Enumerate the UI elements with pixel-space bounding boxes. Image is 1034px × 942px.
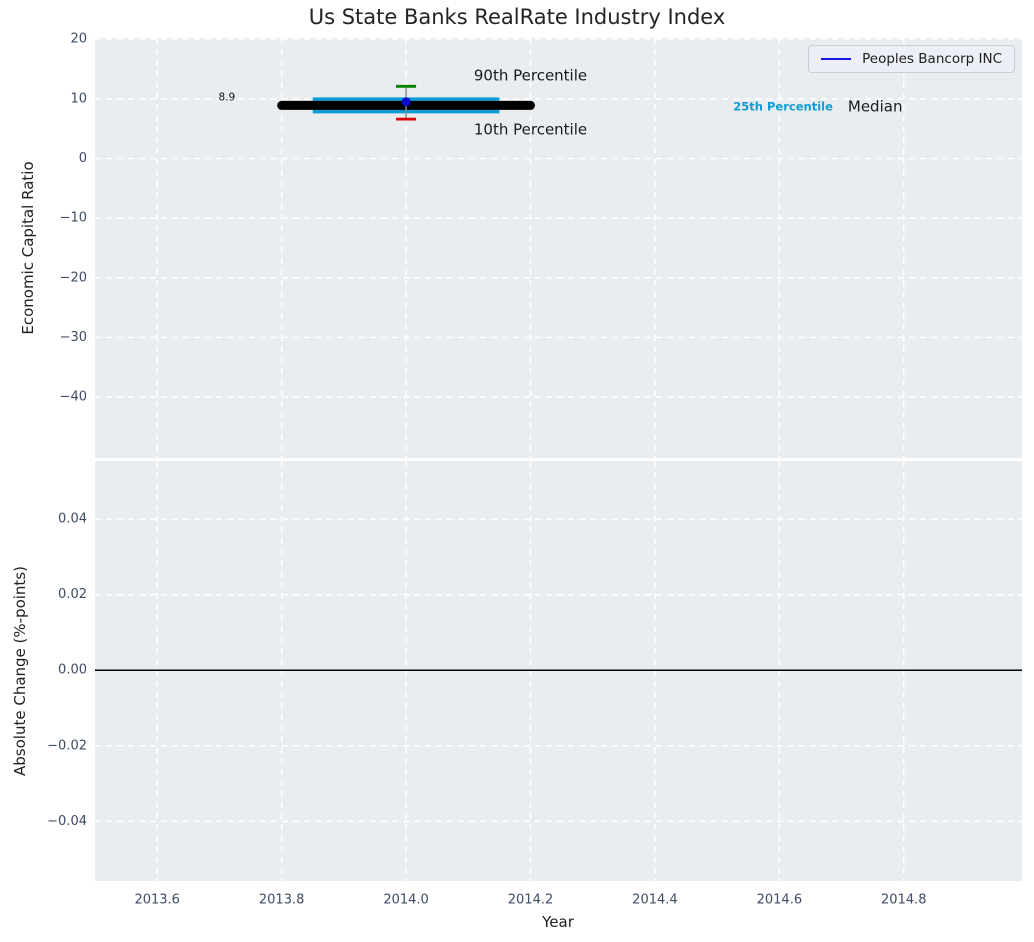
company-point (401, 97, 411, 107)
x-tick-label: 2014.8 (881, 893, 927, 908)
x-tick-label: 2014.4 (632, 893, 678, 908)
y-tick-label: −0.04 (47, 814, 87, 829)
x-tick-label: 2014.6 (757, 893, 803, 908)
x-tick-label: 2013.8 (259, 893, 305, 908)
chart-title: Us State Banks RealRate Industry Index (308, 5, 726, 29)
x-tick-label: 2014.2 (508, 893, 554, 908)
annotation-25th-percentile: 25th Percentile (733, 99, 833, 113)
x-axis-label: Year (542, 913, 574, 931)
legend-label: Peoples Bancorp INC (862, 51, 1002, 67)
y-tick-label: −0.02 (47, 738, 87, 753)
y-tick-label: 0 (79, 151, 87, 166)
y-tick-label: 0.02 (58, 587, 87, 602)
annotation-8-9: 8.9 (219, 92, 236, 104)
plot-0-background (95, 38, 1022, 458)
x-tick-label: 2013.6 (134, 893, 180, 908)
top-y-axis-label: Economic Capital Ratio (19, 161, 37, 335)
y-tick-label: −10 (60, 211, 87, 226)
plot-1-background (95, 461, 1022, 881)
legend-line-swatch (821, 58, 852, 60)
x-tick-label: 2014.0 (383, 893, 429, 908)
y-tick-label: 20 (70, 32, 87, 47)
annotation-10th-percentile: 10th Percentile (474, 120, 587, 138)
y-tick-label: 0.04 (58, 512, 87, 527)
bottom-y-axis-label: Absolute Change (%-points) (11, 566, 29, 776)
annotation-median: Median (848, 97, 903, 115)
y-tick-label: −30 (60, 330, 87, 345)
annotation-90th-percentile: 90th Percentile (474, 67, 587, 85)
y-tick-label: −20 (60, 270, 87, 285)
y-tick-label: 0.00 (58, 663, 87, 678)
y-tick-label: −40 (60, 390, 87, 405)
legend: Peoples Bancorp INC (808, 45, 1015, 73)
y-tick-label: 10 (70, 91, 87, 106)
